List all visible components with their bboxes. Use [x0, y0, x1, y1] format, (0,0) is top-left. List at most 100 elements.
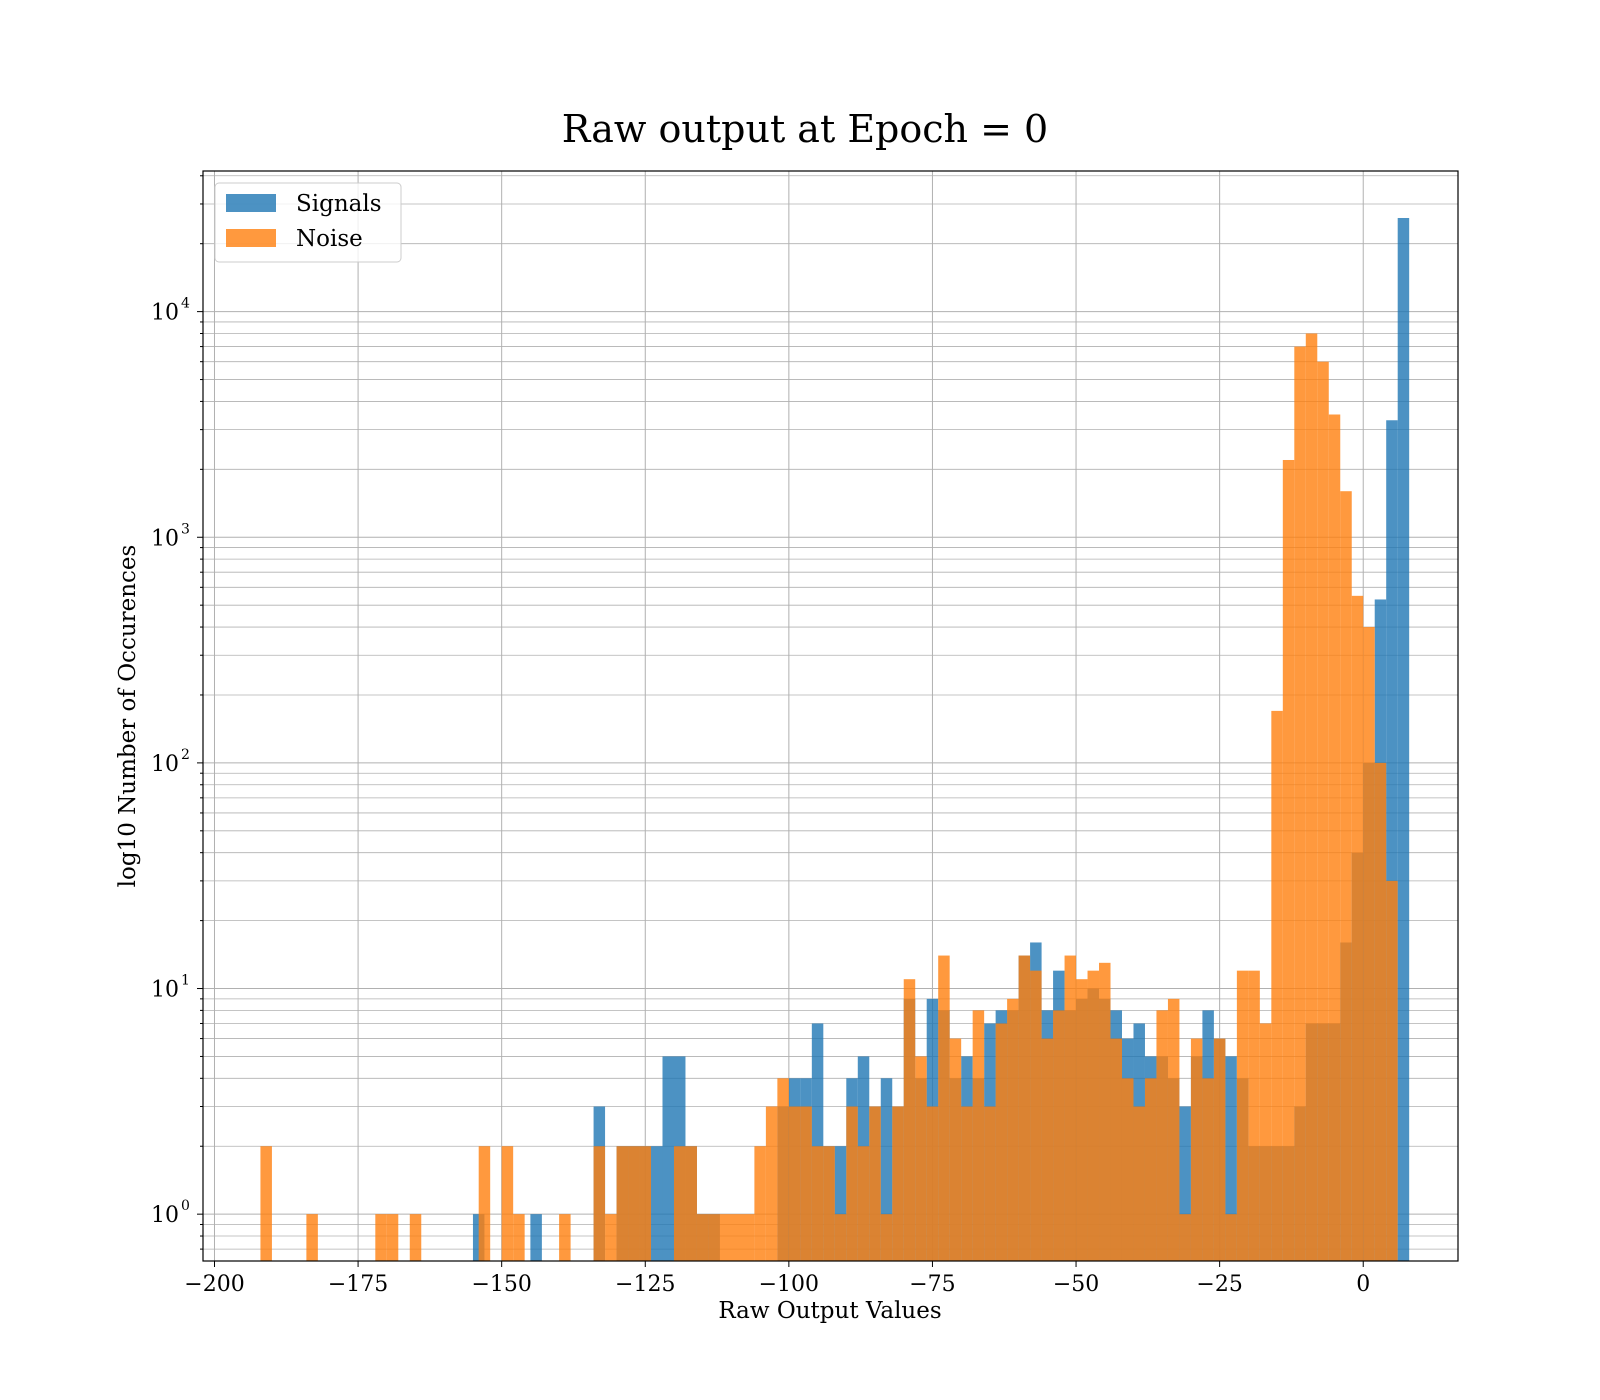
bar-noise: [559, 1214, 571, 1261]
bar-noise: [1041, 1038, 1054, 1261]
y-tick-exponent: 2: [181, 747, 190, 763]
x-tick-label: 0: [1356, 1272, 1370, 1297]
x-axis-ticks: −200 −175 −150 −125 −100 −75 −50 −25 0: [184, 1261, 1370, 1297]
bar-noise: [386, 1214, 399, 1261]
bar-noise: [409, 1214, 422, 1261]
bar-noise: [1167, 998, 1180, 1261]
bar-noise: [501, 1146, 514, 1261]
bar-noise: [961, 1106, 973, 1261]
y-tick-exponent: 0: [181, 1198, 190, 1214]
bar-noise: [777, 1078, 789, 1261]
bar-noise: [1225, 1214, 1237, 1261]
bar-noise: [1179, 1214, 1191, 1261]
bar-noise: [1363, 627, 1375, 1261]
x-tick-label: −50: [1053, 1272, 1099, 1297]
y-tick-label: 10: [151, 1203, 179, 1228]
bar-noise: [1259, 1023, 1272, 1261]
bar-noise: [880, 1214, 893, 1261]
bar-noise: [1121, 1078, 1134, 1261]
bar-noise: [926, 1106, 939, 1261]
bar-noise: [1110, 1038, 1122, 1261]
bar-noise: [1064, 955, 1077, 1261]
bar-noise: [1213, 1038, 1226, 1261]
chart-title: Raw output at Epoch = 0: [562, 107, 1048, 151]
bar-noise: [478, 1146, 491, 1261]
bar-noise: [1282, 459, 1295, 1261]
x-tick-label: −200: [184, 1272, 244, 1297]
bar-noise: [915, 1056, 927, 1261]
bar-noise: [995, 1023, 1008, 1261]
bar-noise: [513, 1214, 525, 1261]
bar-noise: [1018, 955, 1031, 1261]
bar-noise: [1053, 1010, 1065, 1261]
bar-noise: [765, 1106, 778, 1261]
y-tick-label: 10: [151, 978, 179, 1003]
bar-noise: [1271, 710, 1283, 1261]
bar-noise: [823, 1146, 835, 1261]
bar-noise: [605, 1214, 617, 1261]
bar-noise: [1236, 970, 1249, 1261]
bar-noise: [834, 1214, 847, 1261]
y-axis-label: log10 Number of Occurences: [115, 545, 141, 888]
bar-noise: [811, 1146, 824, 1261]
bar-noise: [306, 1214, 318, 1261]
x-tick-label: −125: [615, 1272, 675, 1297]
bar-noise: [1007, 998, 1019, 1261]
bar-noise: [1144, 1078, 1157, 1261]
bar-noise: [696, 1214, 709, 1261]
bar-noise: [639, 1146, 652, 1261]
bar-noise: [984, 1106, 996, 1261]
x-tick-label: −75: [909, 1272, 955, 1297]
bar-signals: [1397, 217, 1410, 1261]
bar-noise: [1156, 1010, 1168, 1261]
bar-noise: [673, 1146, 697, 1261]
bar-noise: [1317, 361, 1329, 1261]
plot-area-frame: [202, 170, 1459, 1262]
bar-noise: [972, 1010, 985, 1261]
bar-noise: [800, 1106, 812, 1261]
bar-noise: [892, 1106, 904, 1261]
bar-noise: [857, 1146, 870, 1261]
bar-signals: [811, 1023, 824, 1261]
bar-noise: [1030, 970, 1042, 1261]
y-tick-label: 10: [151, 301, 179, 326]
bar-noise: [869, 1106, 881, 1261]
legend-label-signals: Signals: [296, 191, 382, 217]
legend: Signals Noise: [214, 182, 402, 263]
bar-noise: [1248, 970, 1260, 1261]
legend-swatch-signals: [226, 194, 276, 212]
bar-signals: [880, 1078, 893, 1261]
bar-noise: [593, 1146, 606, 1261]
bar-signals: [1179, 1106, 1191, 1261]
legend-label-noise: Noise: [296, 226, 363, 252]
bar-signals: [1225, 1056, 1237, 1261]
bar-signals: [1386, 420, 1398, 1262]
y-tick-label: 10: [151, 752, 179, 777]
x-axis-label: Raw Output Values: [718, 1298, 941, 1324]
bar-noise: [1202, 1078, 1214, 1261]
bar-noise: [260, 1146, 272, 1261]
y-tick-label: 10: [151, 526, 179, 551]
x-tick-label: −100: [759, 1272, 819, 1297]
bar-noise: [616, 1146, 629, 1261]
bar-signals: [530, 1214, 542, 1261]
bar-noise: [1351, 595, 1364, 1261]
legend-swatch-noise: [226, 229, 276, 247]
bar-noise: [1328, 414, 1341, 1262]
x-tick-label: −150: [471, 1272, 531, 1297]
bar-noise: [1076, 979, 1088, 1261]
bar-signals: [834, 1146, 847, 1261]
x-tick-label: −25: [1196, 1272, 1242, 1297]
y-tick-exponent: 4: [181, 296, 190, 312]
y-tick-exponent: 3: [181, 521, 190, 537]
bar-noise: [754, 1146, 766, 1261]
bar-noise: [1099, 962, 1111, 1261]
bar-noise: [1386, 880, 1398, 1261]
bar-noise: [949, 1038, 962, 1261]
bar-noise: [1087, 970, 1100, 1261]
bar-noise: [1133, 1106, 1145, 1261]
bar-noise: [846, 1106, 858, 1261]
bar-noise: [1305, 333, 1318, 1261]
bar-noise: [708, 1214, 755, 1261]
